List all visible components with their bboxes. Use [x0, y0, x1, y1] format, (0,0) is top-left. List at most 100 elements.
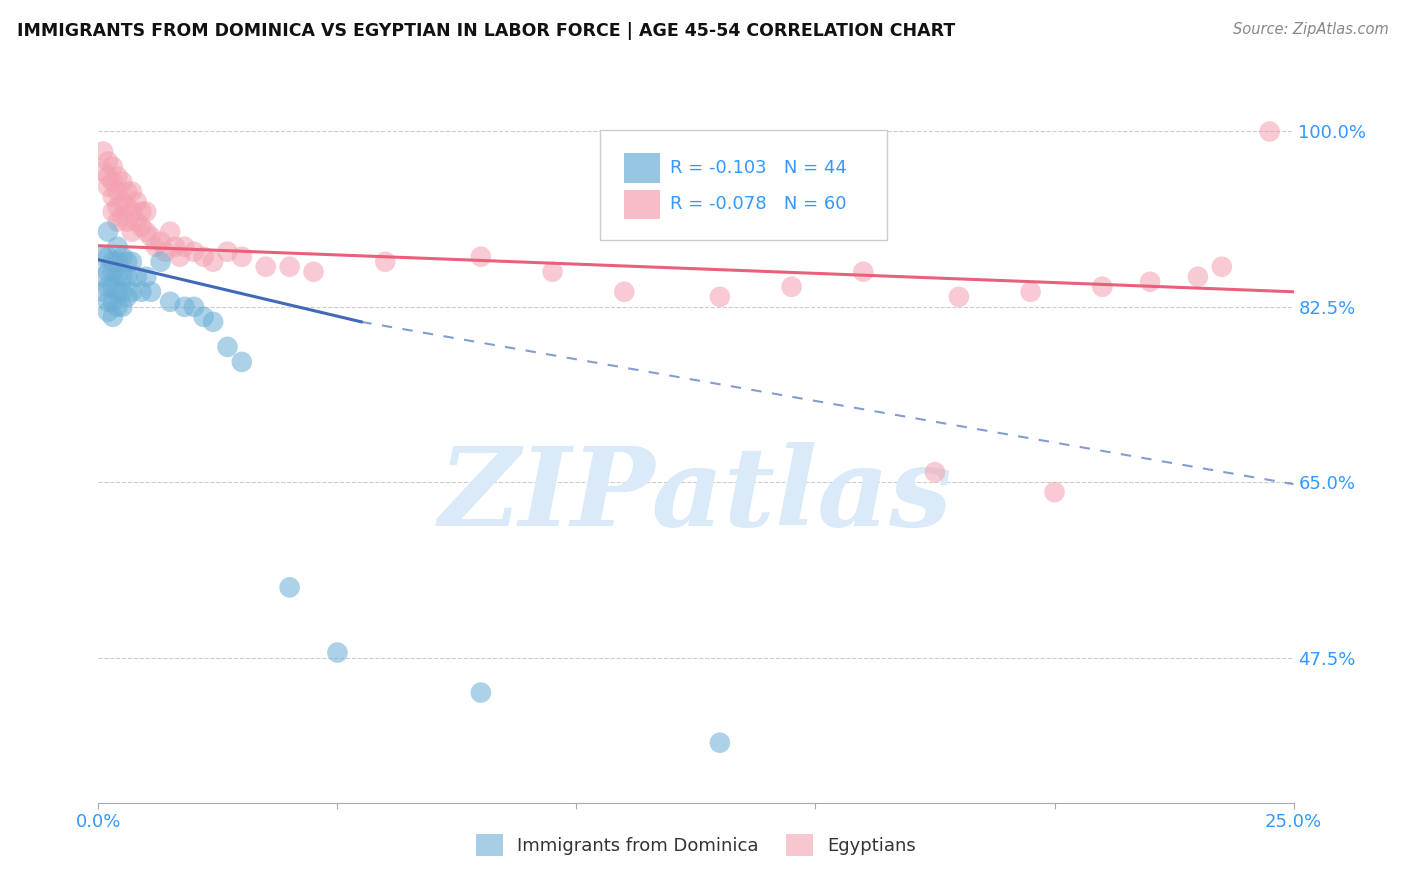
Point — [107, 240, 129, 254]
Point — [1019, 285, 1042, 299]
Point — [924, 465, 946, 479]
Point — [115, 185, 138, 199]
Point — [111, 250, 134, 264]
Point — [149, 235, 172, 249]
Point — [217, 244, 239, 259]
Point — [91, 250, 114, 264]
Point — [709, 290, 731, 304]
Point — [111, 269, 134, 284]
Point — [97, 250, 120, 264]
Point — [135, 225, 157, 239]
Point — [173, 240, 195, 254]
Point — [326, 646, 349, 660]
Point — [91, 285, 114, 299]
Point — [101, 160, 124, 174]
Point — [101, 175, 124, 189]
Point — [97, 294, 120, 309]
Point — [115, 254, 138, 268]
Point — [97, 225, 120, 239]
Point — [115, 269, 138, 284]
Point — [101, 310, 124, 324]
Point — [302, 265, 325, 279]
Point — [159, 225, 181, 239]
Point — [278, 580, 301, 594]
Point — [470, 685, 492, 699]
Point — [1091, 280, 1114, 294]
Point — [131, 219, 153, 234]
Point — [374, 254, 396, 268]
Point — [139, 285, 162, 299]
Point — [97, 154, 120, 169]
Point — [852, 265, 875, 279]
Point — [121, 225, 143, 239]
Point — [115, 200, 138, 214]
Point — [91, 145, 114, 159]
Point — [183, 300, 205, 314]
Point — [131, 204, 153, 219]
Point — [139, 229, 162, 244]
Point — [131, 285, 153, 299]
Point — [202, 254, 225, 268]
Point — [91, 164, 114, 178]
Point — [121, 285, 143, 299]
Point — [159, 294, 181, 309]
Point — [121, 204, 143, 219]
Point — [101, 204, 124, 219]
Point — [135, 204, 157, 219]
Point — [101, 189, 124, 203]
Point — [111, 194, 134, 209]
Point — [1139, 275, 1161, 289]
Point — [107, 169, 129, 184]
Point — [107, 269, 129, 284]
Text: IMMIGRANTS FROM DOMINICA VS EGYPTIAN IN LABOR FORCE | AGE 45-54 CORRELATION CHAR: IMMIGRANTS FROM DOMINICA VS EGYPTIAN IN … — [17, 22, 955, 40]
Point — [149, 254, 172, 268]
Point — [107, 214, 129, 228]
Point — [97, 305, 120, 319]
Point — [613, 285, 636, 299]
Point — [111, 210, 134, 224]
Point — [111, 300, 134, 314]
Point — [97, 179, 120, 194]
Point — [107, 285, 129, 299]
Point — [163, 240, 186, 254]
Point — [145, 240, 167, 254]
Text: ZIPatlas: ZIPatlas — [439, 442, 953, 549]
Point — [231, 355, 253, 369]
Point — [121, 185, 143, 199]
Point — [101, 280, 124, 294]
Point — [107, 200, 129, 214]
Text: R = -0.078   N = 60: R = -0.078 N = 60 — [669, 195, 846, 213]
Point — [183, 244, 205, 259]
Point — [173, 300, 195, 314]
Text: R = -0.103   N = 44: R = -0.103 N = 44 — [669, 159, 846, 177]
Point — [115, 290, 138, 304]
Point — [107, 300, 129, 314]
Point — [111, 285, 134, 299]
Point — [217, 340, 239, 354]
Point — [101, 254, 124, 268]
Point — [278, 260, 301, 274]
Point — [1211, 260, 1233, 274]
Point — [107, 254, 129, 268]
Point — [948, 290, 970, 304]
Point — [169, 250, 191, 264]
Point — [125, 194, 148, 209]
Point — [202, 315, 225, 329]
Legend: Immigrants from Dominica, Egyptians: Immigrants from Dominica, Egyptians — [468, 827, 924, 863]
FancyBboxPatch shape — [600, 130, 887, 240]
Point — [709, 736, 731, 750]
Point — [541, 265, 564, 279]
Point — [1187, 269, 1209, 284]
Text: Source: ZipAtlas.com: Source: ZipAtlas.com — [1233, 22, 1389, 37]
Point — [193, 310, 215, 324]
Point — [115, 214, 138, 228]
Bar — [624, 190, 661, 219]
Point — [111, 175, 134, 189]
Point — [470, 250, 492, 264]
Point — [121, 254, 143, 268]
Point — [97, 265, 120, 279]
Point — [780, 280, 803, 294]
Point — [101, 294, 124, 309]
Point — [231, 250, 253, 264]
Point — [97, 169, 120, 184]
